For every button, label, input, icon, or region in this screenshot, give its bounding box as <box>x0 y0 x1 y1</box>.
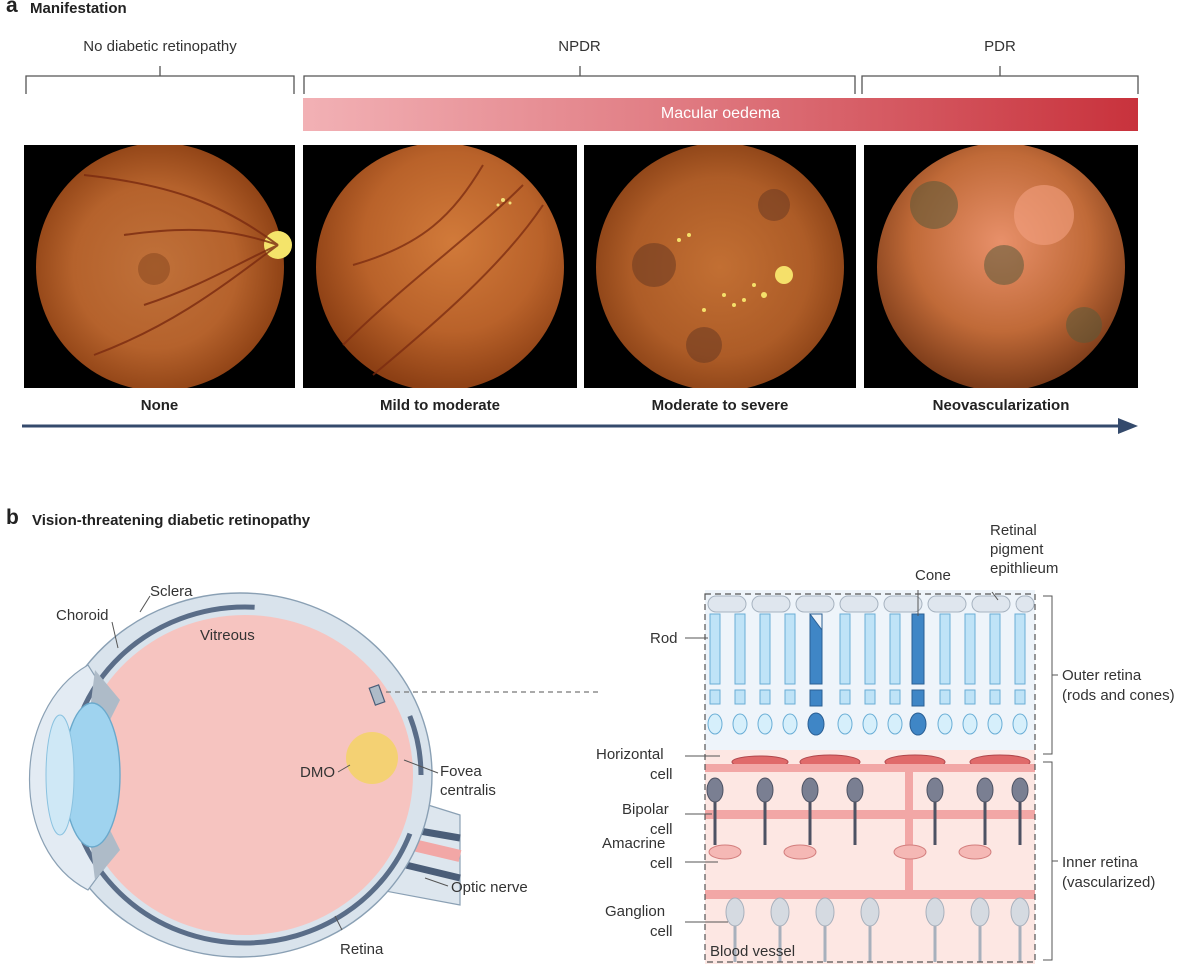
label-bipolar-1: Bipolar <box>622 801 669 818</box>
label-dmo: DMO <box>300 764 335 781</box>
panel-b-letter: b <box>6 506 19 529</box>
label-outer-retina-2: (rods and cones) <box>1062 687 1175 704</box>
label-horizontal-1: Horizontal <box>596 746 664 763</box>
label-inner-retina-2: (vascularized) <box>1062 874 1156 891</box>
bracket-pdr <box>861 66 1139 94</box>
severity-mild: Mild to moderate <box>379 397 500 414</box>
label-cone: Cone <box>915 567 951 584</box>
macular-oedema-bar <box>303 98 1138 131</box>
fundus-image-neovascularization <box>864 145 1138 388</box>
severity-arrow <box>22 418 1138 434</box>
label-rod: Rod <box>650 630 678 647</box>
fundus-image-moderate <box>584 145 856 388</box>
label-amacrine-2: cell <box>650 855 673 872</box>
label-vitreous: Vitreous <box>200 627 255 644</box>
label-retina: Retina <box>340 941 384 958</box>
label-ganglion-1: Ganglion <box>605 903 666 920</box>
severity-neovascularization: Neovascularization <box>932 397 1070 414</box>
label-rpe-2: pigment <box>990 541 1044 558</box>
severity-none: None <box>140 397 179 414</box>
label-blood-vessel: Blood vessel <box>710 943 796 960</box>
label-amacrine-1: Amacrine <box>602 835 666 852</box>
stage-brackets <box>25 66 1139 94</box>
macular-oedema-label: Macular oedema <box>660 105 781 122</box>
label-horizontal-2: cell <box>650 766 673 783</box>
label-rpe-3: epithlieum <box>990 560 1059 577</box>
bracket-none <box>25 66 295 94</box>
label-outer-retina-1: Outer retina <box>1062 667 1142 684</box>
retina-layers-diagram <box>704 590 1036 964</box>
label-sclera: Sclera <box>150 583 193 600</box>
severity-moderate: Moderate to severe <box>651 397 789 414</box>
label-bipolar-2: cell <box>650 821 673 838</box>
dmo-spot <box>346 732 398 784</box>
label-rpe-1: Retinal <box>990 522 1037 539</box>
fundus-image-none <box>24 145 295 388</box>
eye-cross-section <box>28 592 600 958</box>
label-optic-nerve: Optic nerve <box>451 879 528 896</box>
label-choroid: Choroid <box>56 607 109 624</box>
label-ganglion-2: cell <box>650 923 673 940</box>
label-fovea-1: Fovea <box>440 763 482 780</box>
retina-leader-lines <box>685 591 1058 961</box>
panel-b-title: Vision-threatening diabetic retinopathy <box>32 512 311 529</box>
fundus-image-mild <box>303 145 577 388</box>
stage-label-npdr: NPDR <box>558 38 601 55</box>
panel-a-title: Manifestation <box>30 0 127 17</box>
panel-a-letter: a <box>6 0 18 17</box>
stage-label-pdr: PDR <box>984 38 1016 55</box>
stage-label-none: No diabetic retinopathy <box>83 38 237 55</box>
bracket-npdr <box>303 66 856 94</box>
label-inner-retina-1: Inner retina <box>1062 854 1138 871</box>
label-fovea-2: centralis <box>440 782 496 799</box>
vitreous-body <box>77 615 413 935</box>
